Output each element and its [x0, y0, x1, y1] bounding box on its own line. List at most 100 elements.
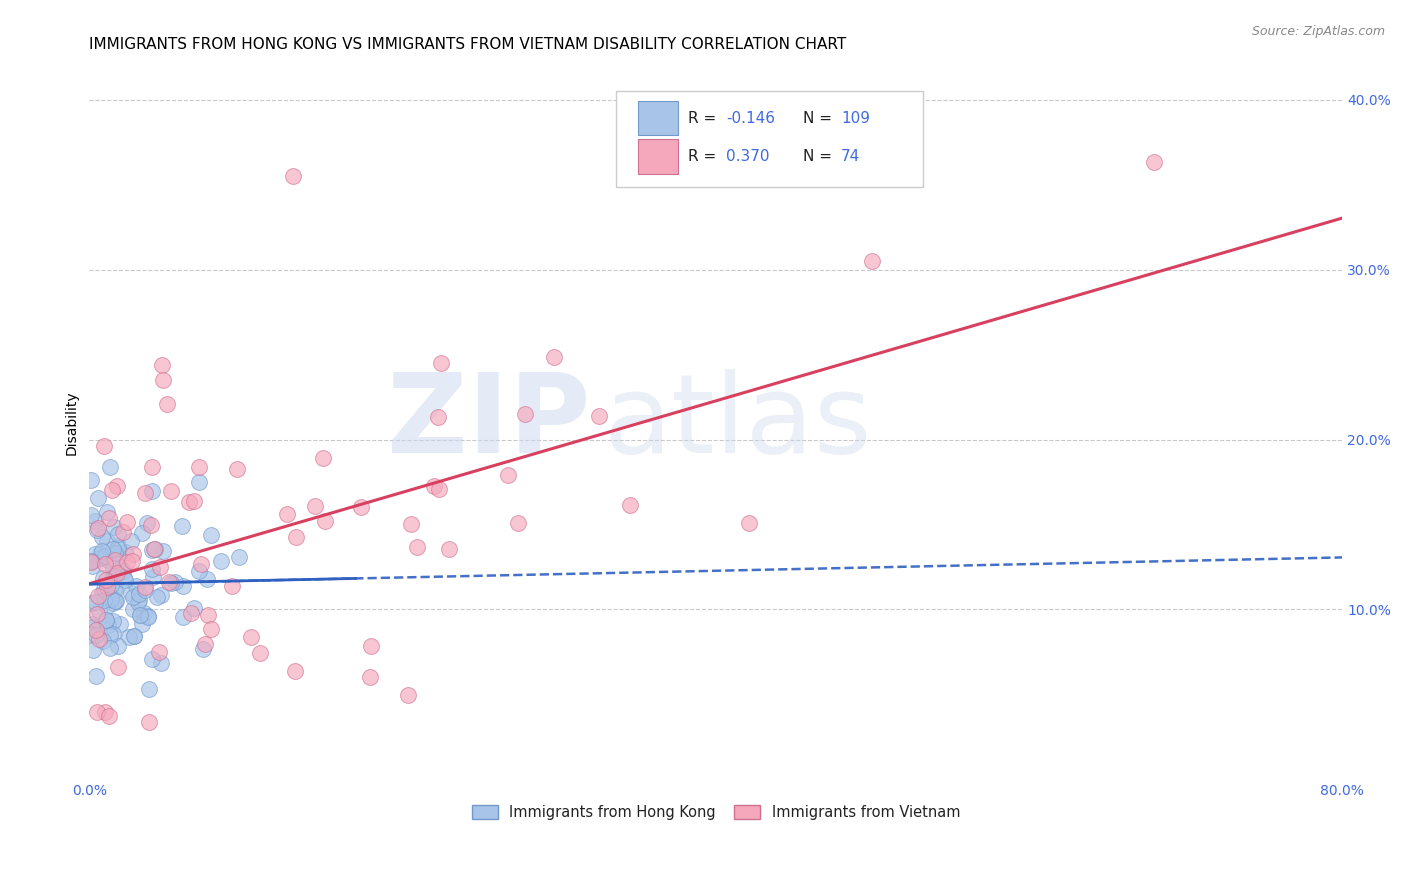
Point — [152, 372, 174, 386]
Point — [98, 628, 121, 642]
Point — [91, 530, 114, 544]
FancyBboxPatch shape — [638, 101, 678, 136]
Point — [103, 542, 125, 557]
Point — [82, 616, 104, 631]
Point — [80, 554, 103, 568]
Point — [221, 579, 243, 593]
Point — [249, 646, 271, 660]
Point — [96, 613, 118, 627]
Text: N =: N = — [803, 149, 838, 164]
Point — [200, 622, 222, 636]
Point — [120, 533, 142, 548]
Point — [399, 516, 422, 531]
Point — [183, 493, 205, 508]
Point — [111, 564, 134, 578]
Point — [84, 514, 107, 528]
Point — [150, 358, 173, 372]
Point — [172, 579, 194, 593]
Point — [314, 514, 336, 528]
Point — [122, 548, 145, 562]
Text: -0.146: -0.146 — [725, 111, 775, 126]
Point — [191, 642, 214, 657]
Point — [172, 609, 194, 624]
Point — [82, 558, 104, 573]
Point — [96, 534, 118, 549]
Point — [114, 545, 136, 559]
Point — [143, 542, 166, 557]
Point — [228, 550, 250, 565]
Point — [148, 560, 170, 574]
Text: 74: 74 — [841, 149, 860, 164]
Point — [80, 473, 103, 487]
Point — [86, 607, 108, 621]
Point — [91, 543, 114, 558]
Point — [284, 664, 307, 678]
Point — [240, 631, 263, 645]
Point — [107, 539, 129, 553]
Point — [157, 574, 180, 589]
Point — [86, 669, 108, 683]
Point — [148, 645, 170, 659]
Point — [177, 495, 200, 509]
Point — [496, 467, 519, 482]
Point — [82, 620, 104, 634]
Point — [138, 681, 160, 696]
Point — [86, 705, 108, 719]
Point — [188, 459, 211, 474]
Point — [104, 565, 127, 579]
Point — [149, 656, 172, 670]
Point — [141, 562, 163, 576]
Point — [84, 623, 107, 637]
Point — [96, 506, 118, 520]
Point — [87, 491, 110, 505]
Point — [506, 516, 529, 531]
Point — [80, 554, 103, 568]
Point — [96, 580, 118, 594]
Point — [101, 561, 124, 575]
Point — [110, 616, 132, 631]
Point — [134, 583, 156, 598]
Point — [738, 516, 761, 530]
Point — [87, 604, 110, 618]
Point — [101, 597, 124, 611]
Point — [349, 500, 371, 514]
Point — [98, 459, 121, 474]
Point — [426, 409, 449, 424]
Point — [101, 614, 124, 628]
Point — [112, 524, 135, 539]
Point — [97, 510, 120, 524]
Point — [80, 555, 103, 569]
Text: R =: R = — [688, 149, 721, 164]
Point — [108, 559, 131, 574]
Point — [543, 350, 565, 364]
Point — [141, 483, 163, 498]
Point — [100, 591, 122, 605]
Point — [134, 580, 156, 594]
Point — [104, 553, 127, 567]
Point — [187, 564, 209, 578]
Point — [124, 629, 146, 643]
Point — [103, 520, 125, 534]
Text: 0.370: 0.370 — [725, 149, 769, 164]
Point — [359, 670, 381, 684]
Point — [860, 254, 883, 268]
Point — [427, 482, 450, 496]
Point — [101, 483, 124, 497]
Point — [209, 554, 232, 568]
Point — [122, 590, 145, 604]
Point — [121, 602, 143, 616]
Point — [121, 554, 143, 568]
Y-axis label: Disability: Disability — [65, 391, 79, 455]
Point — [89, 551, 111, 566]
Point — [122, 629, 145, 643]
Point — [84, 628, 107, 642]
Text: Source: ZipAtlas.com: Source: ZipAtlas.com — [1251, 25, 1385, 38]
Point — [138, 714, 160, 729]
Point — [94, 558, 117, 572]
Point — [128, 607, 150, 622]
Point — [107, 639, 129, 653]
Point — [93, 549, 115, 563]
Point — [276, 507, 298, 521]
Point — [515, 407, 537, 421]
Point — [136, 610, 159, 624]
